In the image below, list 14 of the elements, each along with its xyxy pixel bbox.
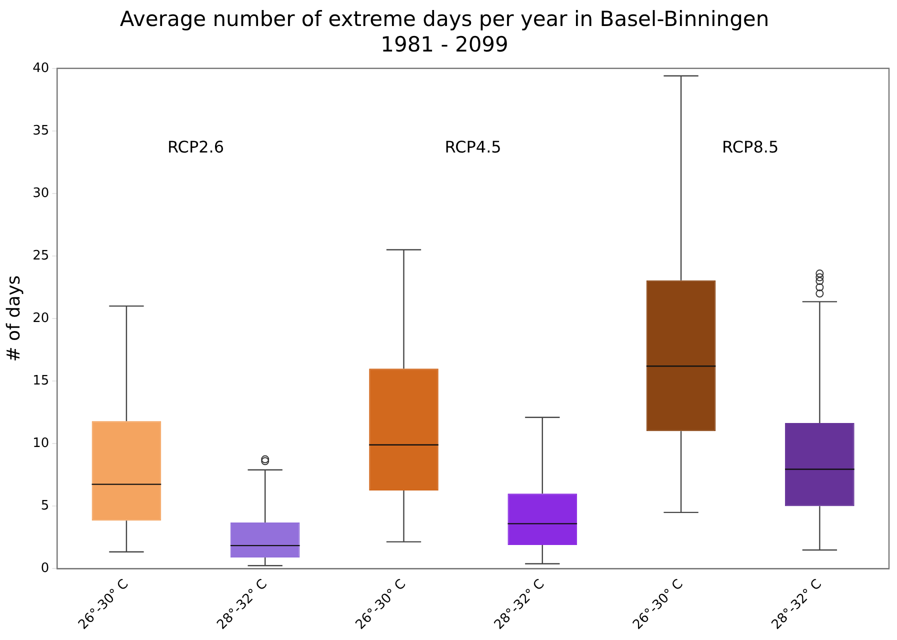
y-tick-label: 10 <box>32 436 50 452</box>
annotation: RCP2.6 <box>167 138 224 157</box>
y-tick-label: 40 <box>32 60 50 76</box>
y-axis-title: # of days <box>3 275 24 362</box>
y-tick-label: 15 <box>32 373 50 388</box>
y-tick-label: 30 <box>32 186 50 201</box>
chart-title: Average number of extreme days per year in Basel-Binningen 1981 - 2099 <box>120 7 770 56</box>
y-tick-label: 0 <box>40 561 50 576</box>
y-tick-label: 20 <box>32 310 50 326</box>
y-tick-label: 25 <box>32 248 50 264</box>
annotation: RCP8.5 <box>722 138 779 157</box>
y-tick-label: 5 <box>40 498 50 514</box>
annotation: RCP4.5 <box>444 138 502 157</box>
y-tick-label: 35 <box>32 123 50 138</box>
